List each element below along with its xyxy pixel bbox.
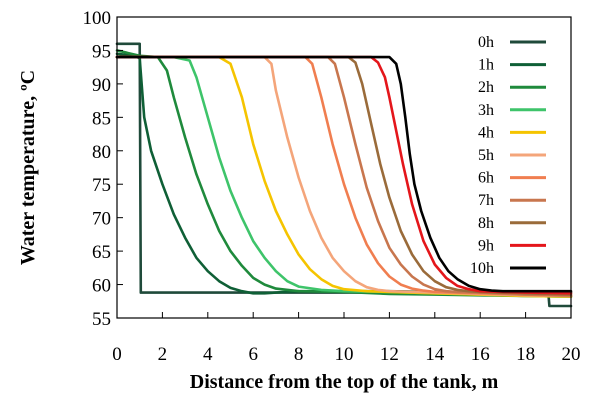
series-line-0h	[115, 42, 573, 308]
series-line-2h	[115, 49, 573, 298]
legend-label: 9h	[478, 237, 494, 254]
x-tick-label: 8	[294, 344, 304, 365]
legend-label: 4h	[478, 124, 494, 141]
legend-label: 10h	[470, 260, 494, 277]
y-tick-label: 70	[92, 209, 111, 230]
y-tick-label: 60	[92, 276, 111, 297]
x-tick-label: 0	[112, 344, 122, 365]
x-tick-label: 4	[203, 344, 213, 365]
legend-label: 6h	[478, 170, 494, 187]
legend: 0h 1h 2h 3h 4h 5h 6h 7h 8h 9h 10h	[470, 34, 546, 277]
x-tick-label: 10	[335, 344, 354, 365]
y-tick-label: 55	[92, 309, 111, 330]
x-axis: 0 2 4 6 8 10 12 14 16 18 20	[112, 312, 581, 365]
x-tick-label: 2	[158, 344, 168, 365]
legend-label: 5h	[478, 147, 494, 164]
x-tick-label: 20	[562, 344, 581, 365]
x-tick-label: 12	[380, 344, 399, 365]
series-line-1h	[115, 52, 573, 295]
series-line-10h	[115, 55, 573, 293]
legend-label: 3h	[478, 102, 494, 119]
legend-label: 0h	[478, 34, 494, 51]
y-axis: 55 60 65 70 75 80 85 90 95 100	[83, 8, 123, 330]
x-axis-title: Distance from the top of the tank, m	[190, 371, 499, 393]
series-line-8h	[115, 55, 573, 296]
legend-label: 7h	[478, 192, 494, 209]
y-tick-label: 65	[92, 242, 111, 263]
y-tick-label: 80	[92, 142, 111, 163]
x-tick-label: 18	[516, 344, 535, 365]
x-tick-label: 14	[425, 344, 445, 365]
y-axis-title: Water temperature, ºC	[17, 70, 39, 265]
x-tick-label: 16	[471, 344, 490, 365]
y-tick-label: 85	[92, 108, 111, 129]
y-tick-label: 75	[92, 175, 111, 196]
series-line-7h	[115, 55, 573, 297]
x-tick-label: 6	[248, 344, 258, 365]
y-tick-label: 100	[83, 8, 112, 29]
legend-label: 1h	[478, 57, 494, 74]
legend-label: 8h	[478, 215, 494, 232]
y-tick-label: 95	[92, 41, 111, 62]
plot-lines	[115, 42, 573, 308]
y-tick-label: 90	[92, 75, 111, 96]
legend-label: 2h	[478, 79, 494, 96]
